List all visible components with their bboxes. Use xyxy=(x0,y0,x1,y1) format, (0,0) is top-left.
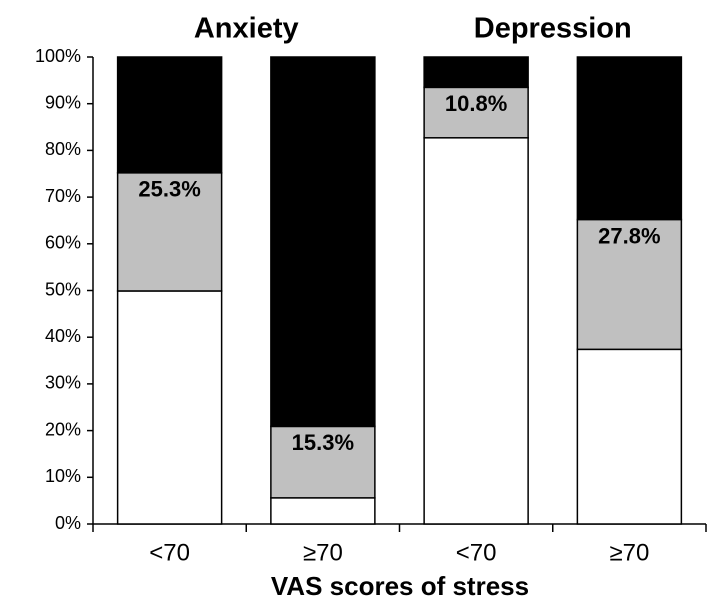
y-tick-label: 30% xyxy=(45,373,81,393)
x-tick-label: <70 xyxy=(456,539,497,566)
x-axis-label: VAS scores of stress xyxy=(271,571,529,601)
bar-segment xyxy=(423,137,529,525)
data-label: 24.8% xyxy=(138,61,200,86)
bar-segment xyxy=(423,56,529,89)
y-tick-label: 50% xyxy=(45,279,81,299)
y-tick-label: 90% xyxy=(45,92,81,112)
bar-segment xyxy=(576,56,683,221)
data-label: 6.5% xyxy=(451,61,501,86)
x-tick-label: ≥70 xyxy=(303,539,343,566)
y-tick-label: 20% xyxy=(45,419,81,439)
bar-segment xyxy=(270,56,376,428)
bar-segment xyxy=(576,218,683,351)
y-tick-label: 0% xyxy=(55,513,81,533)
bar-segment xyxy=(116,56,223,174)
group-title: Depression xyxy=(474,13,632,45)
data-label: 15.3% xyxy=(292,430,354,455)
y-tick-label: 60% xyxy=(45,233,81,253)
data-label: 34.8% xyxy=(598,61,660,86)
bar-segment xyxy=(576,348,683,525)
bar-segment xyxy=(116,290,223,525)
data-label: 27.8% xyxy=(598,223,660,248)
data-label: 79.1% xyxy=(292,61,354,86)
y-tick-label: 10% xyxy=(45,466,81,486)
bar-segment xyxy=(423,86,529,139)
x-tick-label: ≥70 xyxy=(609,539,649,566)
x-tick-label: <70 xyxy=(149,539,190,566)
y-tick-label: 100% xyxy=(35,46,81,66)
bar-segment xyxy=(270,497,376,525)
y-tick-label: 70% xyxy=(45,186,81,206)
y-tick-label: 80% xyxy=(45,139,81,159)
data-label: 10.8% xyxy=(445,91,507,116)
data-label: 25.3% xyxy=(138,177,200,202)
y-tick-label: 40% xyxy=(45,326,81,346)
group-title: Anxiety xyxy=(194,13,299,45)
